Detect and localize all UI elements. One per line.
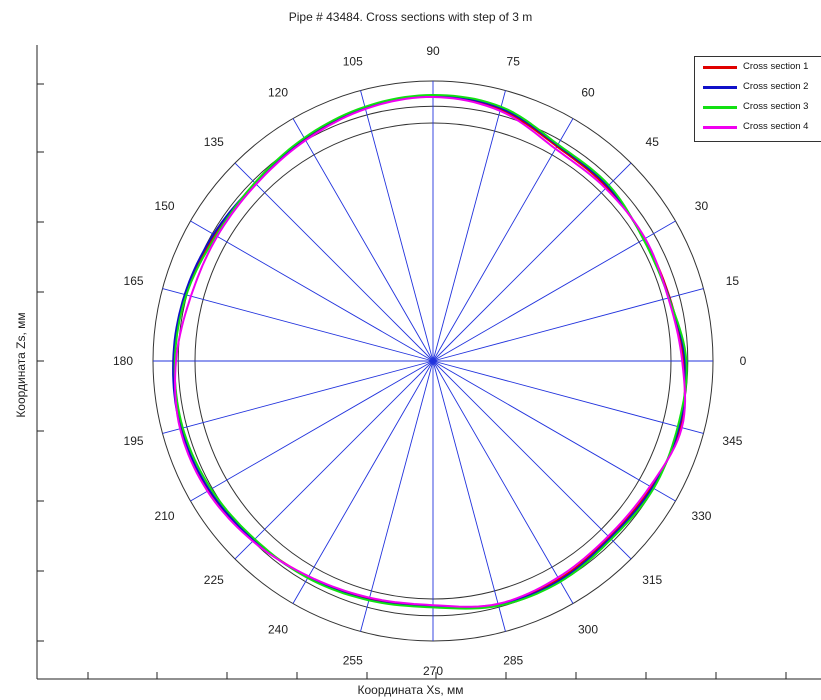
series-line-3 bbox=[173, 94, 688, 610]
legend-label: Cross section 4 bbox=[743, 121, 809, 132]
angle-label: 90 bbox=[426, 44, 440, 58]
angle-ray bbox=[162, 360, 434, 434]
angle-rays bbox=[153, 81, 713, 641]
angle-label: 180 bbox=[113, 354, 133, 368]
angle-ray bbox=[234, 360, 434, 560]
angle-label: 225 bbox=[204, 573, 224, 587]
angle-ray bbox=[432, 360, 632, 560]
angle-label: 195 bbox=[124, 434, 144, 448]
angle-ray bbox=[432, 360, 676, 502]
y-axis-label: Координата Zs, мм bbox=[14, 312, 28, 418]
legend-item: Cross section 4 bbox=[695, 119, 821, 137]
angle-ray bbox=[432, 360, 574, 604]
angle-label: 120 bbox=[268, 86, 288, 100]
angle-label: 45 bbox=[646, 135, 660, 149]
angle-label: 15 bbox=[726, 274, 740, 288]
angle-ray bbox=[432, 360, 506, 632]
legend-swatch bbox=[703, 66, 737, 69]
angle-label: 105 bbox=[343, 55, 363, 69]
angle-ray bbox=[432, 288, 704, 362]
legend-label: Cross section 1 bbox=[743, 61, 809, 72]
legend-item: Cross section 2 bbox=[695, 79, 821, 97]
legend-item: Cross section 1 bbox=[695, 59, 821, 77]
angle-label: 315 bbox=[642, 573, 662, 587]
legend-swatch bbox=[703, 106, 737, 109]
angle-label: 150 bbox=[155, 199, 175, 213]
angle-ray bbox=[190, 360, 434, 502]
angle-ray bbox=[360, 90, 434, 362]
angle-label: 300 bbox=[578, 622, 598, 636]
angle-label: 75 bbox=[507, 55, 521, 69]
angle-ray bbox=[432, 220, 676, 362]
angle-label: 135 bbox=[204, 135, 224, 149]
angle-label: 210 bbox=[155, 509, 175, 523]
angle-label: 30 bbox=[695, 199, 709, 213]
angle-ray bbox=[292, 118, 434, 362]
angle-label: 0 bbox=[740, 354, 747, 368]
chart-title: Pipe # 43484. Cross sections with step o… bbox=[288, 10, 533, 24]
angle-ray bbox=[234, 162, 434, 362]
x-axis-label: Координата Xs, мм bbox=[357, 683, 464, 697]
legend-swatch bbox=[703, 86, 737, 89]
axes bbox=[36, 45, 821, 680]
series-line-4 bbox=[174, 96, 687, 608]
angle-ray bbox=[360, 360, 434, 632]
angle-label: 270 bbox=[423, 664, 443, 678]
angle-ray bbox=[432, 118, 574, 362]
angle-label: 285 bbox=[503, 653, 523, 667]
series-line-2 bbox=[172, 94, 687, 609]
legend-label: Cross section 2 bbox=[743, 81, 809, 92]
angle-ray bbox=[432, 360, 704, 434]
legend-item: Cross section 3 bbox=[695, 99, 821, 117]
angle-label: 60 bbox=[581, 86, 595, 100]
angle-ray bbox=[292, 360, 434, 604]
legend: Cross section 1 Cross section 2 Cross se… bbox=[694, 56, 821, 142]
legend-label: Cross section 3 bbox=[743, 101, 809, 112]
angle-label: 330 bbox=[691, 509, 711, 523]
angle-label: 345 bbox=[722, 434, 742, 448]
series-line-1 bbox=[172, 95, 686, 609]
angle-ray bbox=[162, 288, 434, 362]
angle-ray bbox=[190, 220, 434, 362]
angle-ray bbox=[432, 90, 506, 362]
angle-label: 165 bbox=[124, 274, 144, 288]
angle-labels: 0 15 30 45 60 75 90 105 120 135 150 165 180 195 210 225… bbox=[113, 44, 747, 678]
angle-label: 240 bbox=[268, 622, 288, 636]
legend-swatch bbox=[703, 126, 737, 129]
angle-label: 255 bbox=[343, 653, 363, 667]
series-group bbox=[172, 94, 688, 610]
angle-ray bbox=[432, 162, 632, 362]
